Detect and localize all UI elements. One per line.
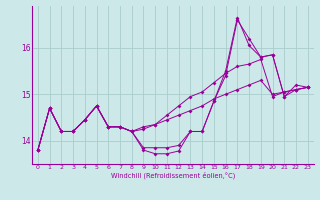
X-axis label: Windchill (Refroidissement éolien,°C): Windchill (Refroidissement éolien,°C) bbox=[111, 172, 235, 179]
